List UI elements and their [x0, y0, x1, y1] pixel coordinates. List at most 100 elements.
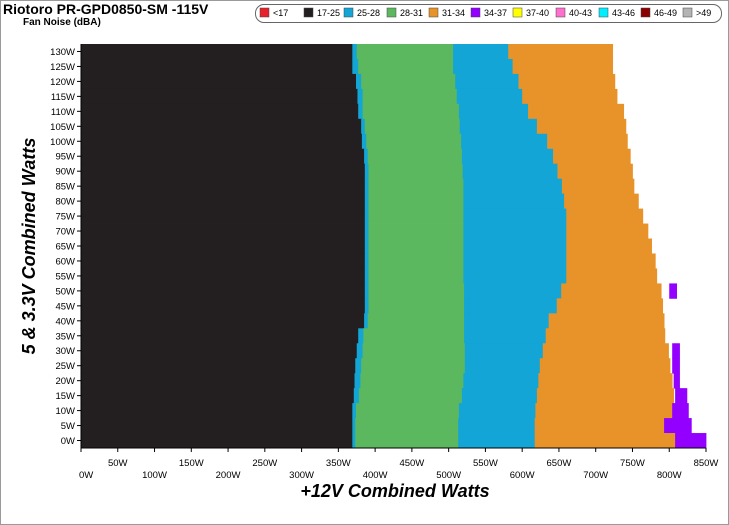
x-tick-label: 100W [142, 470, 167, 481]
y-tick-label: 105W [50, 122, 75, 133]
heatmap-cell-band-25-28-edge-0w [458, 433, 536, 449]
heatmap-cell-band-28-31-115w [362, 88, 458, 105]
heatmap-cell-band-34-37-15w-0 [675, 388, 688, 404]
heatmap-cell-band-25-28-edge-110w [458, 103, 529, 120]
heatmap-cell-band-31-34-85w [561, 178, 635, 195]
heatmap-cell-band-17-25-115w [81, 88, 358, 105]
heatmap-cell-band-25-28-70w [364, 223, 369, 239]
heatmap-cell-band-25-28-edge-60w [463, 253, 567, 269]
heatmap-cells [81, 44, 707, 449]
x-tick-label: 200W [216, 470, 241, 481]
heatmap-cell-band-31-34-40w [548, 313, 665, 329]
heatmap-cell-band-25-28-edge-55w [463, 268, 567, 284]
heatmap-cell-band-25-28-25w [355, 358, 362, 374]
y-tick-label: 90W [55, 167, 75, 178]
legend-swatch-11 [682, 7, 693, 18]
x-tick-label: 500W [436, 470, 461, 481]
heatmap-cell-band-25-28-edge-5w [458, 418, 536, 434]
x-axis-label: +12V Combined Watts [300, 481, 489, 501]
heatmap-cell-band-25-28-edge-100w [461, 133, 548, 150]
heatmap-cell-band-17-25-125w [81, 58, 353, 75]
legend-label-1: <17 [273, 8, 288, 18]
heatmap-cell-band-31-34-115w [522, 88, 618, 105]
heatmap-cell-band-31-34-20w [538, 373, 673, 389]
heatmap-cell-band-28-31-10w [356, 403, 460, 419]
heatmap-cell-band-25-28-edge-95w [461, 148, 554, 165]
legend-label-11: >49 [696, 8, 711, 18]
heatmap-cell-band-17-25-35w [81, 328, 359, 344]
y-tick-label: 50W [55, 286, 75, 297]
x-tick-label: 550W [473, 458, 498, 469]
legend-swatch-8 [555, 7, 566, 18]
heatmap-cell-band-28-31-65w [368, 238, 464, 254]
heatmap-cell-band-25-28-edge-15w [461, 388, 538, 404]
heatmap-cell-band-25-28-85w [364, 178, 369, 195]
heatmap-cell-band-28-31-35w [363, 328, 465, 344]
heatmap-cell-band-17-25-45w [81, 298, 366, 314]
heatmap-cell-band-31-34-15w [536, 388, 675, 404]
y-axis-label: 5 & 3.3V Combined Watts [19, 138, 39, 355]
heatmap-cell-band-17-25-20w [81, 373, 355, 389]
chart-title: Riotoro PR-GPD0850-SM -115V [3, 1, 209, 17]
heatmap-cell-band-25-28-65w [364, 238, 369, 254]
heatmap-cell-band-31-34-130w [508, 44, 614, 60]
heatmap-cell-band-25-28-edge-45w [464, 298, 558, 314]
y-axis-ticks: 0W 5W 10W 15W 20W 25W 30W 35W 40W 45W 50W 55W 60W 65W… [50, 47, 81, 447]
heatmap-cell-band-17-25-95w [81, 148, 365, 165]
heatmap-cell-band-25-28-edge-50w [464, 283, 562, 299]
legend-swatch-9 [598, 7, 609, 18]
heatmap-cell-band-25-28-edge-10w [458, 403, 536, 419]
legend-swatch-1 [259, 7, 270, 18]
y-tick-label: 60W [55, 256, 75, 267]
y-tick-label: 55W [55, 271, 75, 282]
heatmap-cell-band-25-28-edge-75w [463, 208, 567, 224]
legend-label-3: 25-28 [357, 8, 380, 18]
heatmap-cell-band-31-34-120w [518, 73, 616, 90]
heatmap-cell-band-28-31-120w [361, 73, 456, 90]
heatmap-cell-band-17-25-60w [81, 253, 366, 269]
heatmap-cell-band-31-34-35w [545, 328, 666, 344]
heatmap-cell-band-25-28-100w [361, 133, 367, 150]
y-tick-label: 30W [55, 346, 75, 357]
chart-subtitle: Fan Noise (dBA) [23, 17, 101, 28]
heatmap-cell-band-25-28-75w [364, 208, 369, 224]
legend-label-7: 37-40 [526, 8, 549, 18]
legend-label-2: 17-25 [317, 8, 340, 18]
heatmap-cell-band-25-28-110w [358, 103, 364, 120]
heatmap-cell-band-28-31-15w [358, 388, 463, 404]
x-tick-label: 800W [657, 470, 682, 481]
heatmap-cell-band-28-31-50w [368, 283, 465, 299]
heatmap-cell-band-31-34-45w [556, 298, 664, 314]
x-tick-label: 350W [326, 458, 351, 469]
heatmap-cell-band-28-31-60w [368, 253, 464, 269]
heatmap-cell-band-34-37-0w-0 [675, 433, 707, 449]
legend-swatch-5 [428, 7, 439, 18]
y-tick-label: 45W [55, 301, 75, 312]
heatmap-cell-band-25-28-edge-105w [459, 118, 538, 135]
heatmap-cell-band-25-28-40w [364, 313, 369, 329]
heatmap-cell-band-17-25-105w [81, 118, 362, 135]
heatmap-cell-band-17-25-75w [81, 208, 366, 224]
heatmap-cell-band-25-28-edge-20w [463, 373, 539, 389]
heatmap-cell-band-17-25-70w [81, 223, 366, 239]
heatmap-cell-band-31-34-95w [553, 148, 631, 165]
legend-label-10: 46-49 [654, 8, 677, 18]
heatmap-cell-band-31-34-65w [566, 238, 652, 254]
heatmap-cell-band-25-28-edge-25w [464, 358, 541, 374]
heatmap-cell-band-25-28-edge-80w [463, 193, 565, 209]
heatmap-cell-band-25-28-130w [352, 44, 358, 60]
y-tick-label: 130W [50, 47, 75, 58]
y-tick-label: 65W [55, 242, 75, 253]
heatmap-cell-band-25-28-edge-70w [463, 223, 567, 239]
heatmap-cell-band-28-31-85w [368, 178, 464, 195]
x-tick-label: 250W [252, 458, 277, 469]
heatmap-cell-band-25-28-45w [364, 298, 369, 314]
heatmap-cell-band-31-34-60w [566, 253, 656, 269]
heatmap-cell-band-28-31-110w [362, 103, 460, 120]
legend-label-9: 43-46 [612, 8, 635, 18]
heatmap-cell-band-31-34-5w [534, 418, 665, 434]
heatmap-cell-band-17-25-25w [81, 358, 356, 374]
y-tick-label: 85W [55, 182, 75, 193]
heatmap-cell-band-28-31-75w [368, 208, 464, 224]
heatmap-cell-band-25-28-20w [354, 373, 361, 389]
